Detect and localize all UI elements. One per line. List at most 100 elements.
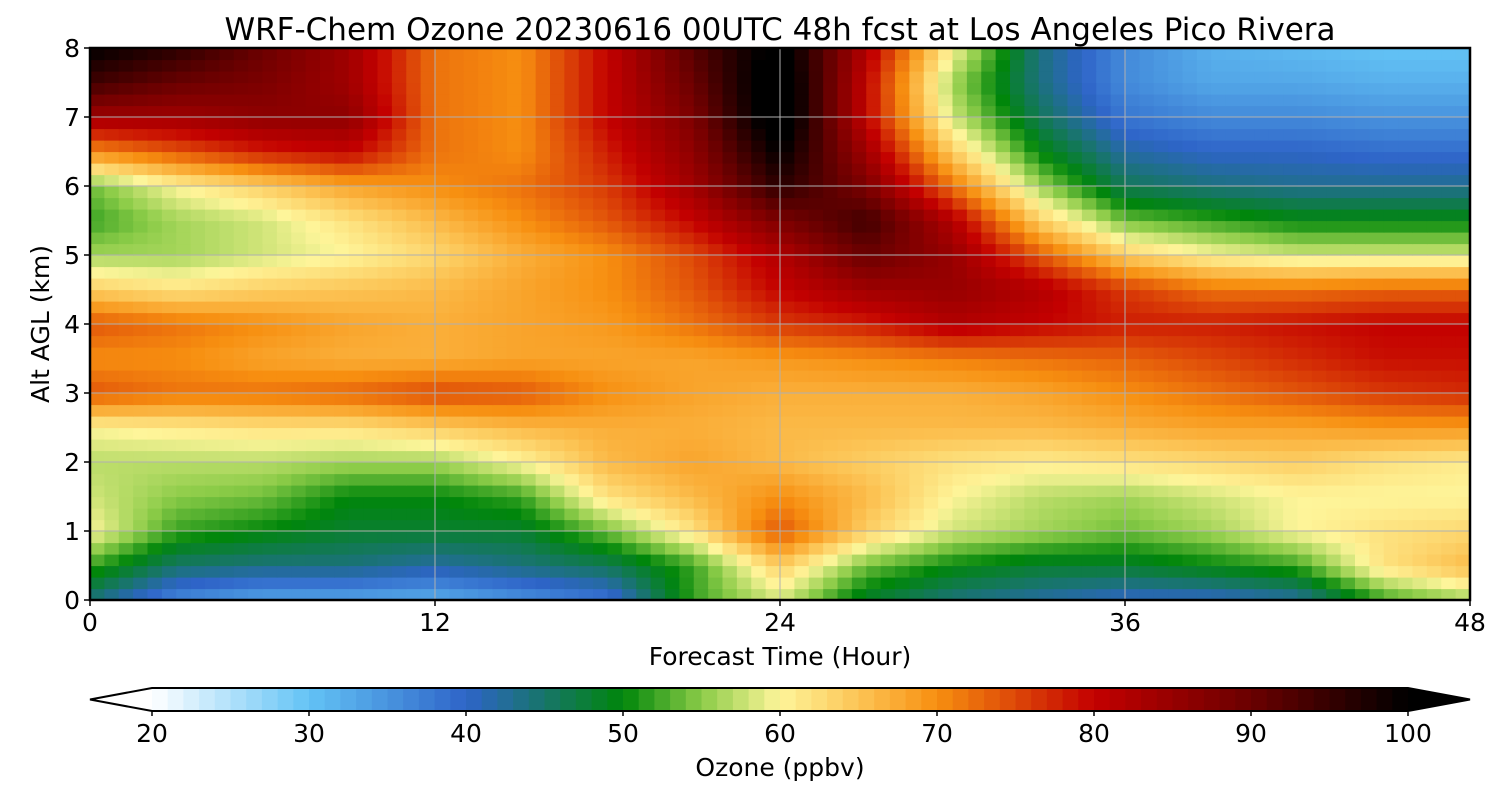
heatmap-cell	[981, 289, 997, 302]
heatmap-cell	[895, 485, 910, 498]
heatmap-cell	[377, 473, 393, 486]
heatmap-cell	[521, 232, 537, 245]
heatmap-cell	[1182, 335, 1198, 348]
heatmap-cell	[406, 565, 422, 578]
heatmap-cell	[104, 335, 120, 348]
heatmap-cell	[90, 393, 105, 406]
heatmap-cell	[147, 565, 163, 578]
heatmap-cell	[851, 531, 867, 544]
heatmap-cell	[1398, 335, 1414, 348]
heatmap-cell	[866, 105, 882, 118]
colorbar-swatch	[450, 688, 467, 711]
heatmap-cell	[506, 71, 522, 84]
heatmap-cell	[578, 381, 594, 394]
heatmap-cell	[492, 220, 508, 233]
heatmap-cell	[1125, 450, 1140, 463]
heatmap-cell	[463, 82, 479, 95]
heatmap-cell	[665, 324, 680, 337]
heatmap-cell	[435, 519, 450, 532]
heatmap-cell	[1412, 278, 1428, 291]
heatmap-cell	[1369, 243, 1385, 256]
heatmap-cell	[521, 347, 537, 360]
heatmap-cell	[823, 358, 839, 371]
heatmap-cell	[1053, 381, 1069, 394]
colorbar-swatch	[1345, 688, 1362, 711]
heatmap-cell	[808, 577, 824, 590]
heatmap-cell	[1196, 416, 1212, 429]
heatmap-cell	[1225, 59, 1241, 72]
heatmap-cell	[923, 427, 939, 440]
heatmap-cell	[535, 197, 551, 210]
heatmap-cell	[391, 209, 407, 222]
heatmap-cell	[1125, 347, 1140, 360]
heatmap-cell	[1211, 59, 1227, 72]
heatmap-cell	[722, 220, 738, 233]
heatmap-cell	[1398, 473, 1414, 486]
heatmap-cell	[276, 94, 292, 107]
heatmap-cell	[1268, 128, 1284, 141]
heatmap-cell	[995, 381, 1011, 394]
heatmap-cell	[1038, 151, 1054, 164]
heatmap-cell	[147, 393, 163, 406]
heatmap-cell	[1067, 59, 1083, 72]
heatmap-cell	[607, 232, 623, 245]
heatmap-cell	[1125, 151, 1140, 164]
heatmap-cell	[1340, 312, 1356, 325]
heatmap-cell	[607, 220, 623, 233]
heatmap-cell	[248, 289, 264, 302]
heatmap-cell	[607, 117, 623, 130]
heatmap-cell	[1153, 462, 1169, 475]
heatmap-cell	[1110, 151, 1126, 164]
heatmap-cell	[564, 473, 580, 486]
heatmap-cell	[391, 370, 407, 383]
heatmap-cell	[1139, 347, 1155, 360]
colorbar-label: Ozone (ppbv)	[695, 753, 864, 782]
heatmap-cell	[1426, 289, 1442, 302]
y-tick-label: 5	[64, 241, 80, 270]
heatmap-cell	[665, 140, 680, 153]
heatmap-cell	[1383, 565, 1399, 578]
heatmap-cell	[1455, 59, 1470, 72]
heatmap-cell	[1125, 404, 1140, 417]
heatmap-cell	[794, 358, 810, 371]
heatmap-cell	[952, 588, 968, 600]
heatmap-cell	[995, 496, 1011, 509]
heatmap-cell	[636, 473, 652, 486]
heatmap-cell	[966, 105, 982, 118]
heatmap-cell	[506, 381, 522, 394]
heatmap-cell	[1153, 174, 1169, 187]
heatmap-cell	[1311, 209, 1327, 222]
heatmap-cell	[909, 416, 925, 429]
heatmap-cell	[478, 496, 494, 509]
heatmap-cell	[1182, 289, 1198, 302]
heatmap-cell	[1268, 531, 1284, 544]
heatmap-cell	[938, 508, 954, 521]
heatmap-cell	[722, 128, 738, 141]
heatmap-cell	[679, 266, 695, 279]
heatmap-cell	[1297, 508, 1313, 521]
heatmap-cell	[463, 266, 479, 279]
heatmap-cell	[161, 278, 177, 291]
heatmap-cell	[1441, 128, 1457, 141]
heatmap-cell	[406, 577, 422, 590]
heatmap-cell	[1196, 312, 1212, 325]
heatmap-cell	[391, 151, 407, 164]
heatmap-cell	[1168, 140, 1184, 153]
heatmap-cell	[1153, 508, 1169, 521]
heatmap-cell	[420, 197, 436, 210]
heatmap-cell	[1168, 48, 1184, 61]
heatmap-cell	[363, 404, 379, 417]
heatmap-cell	[808, 289, 824, 302]
heatmap-cell	[650, 404, 666, 417]
heatmap-cell	[406, 48, 422, 61]
heatmap-cell	[952, 473, 968, 486]
heatmap-cell	[1369, 577, 1385, 590]
heatmap-cell	[1139, 542, 1155, 555]
heatmap-cell	[463, 450, 479, 463]
heatmap-cell	[348, 220, 364, 233]
colorbar-swatch	[246, 688, 263, 711]
heatmap-cell	[823, 151, 839, 164]
heatmap-cell	[966, 312, 982, 325]
heatmap-cell	[708, 519, 724, 532]
heatmap-cell	[708, 220, 724, 233]
